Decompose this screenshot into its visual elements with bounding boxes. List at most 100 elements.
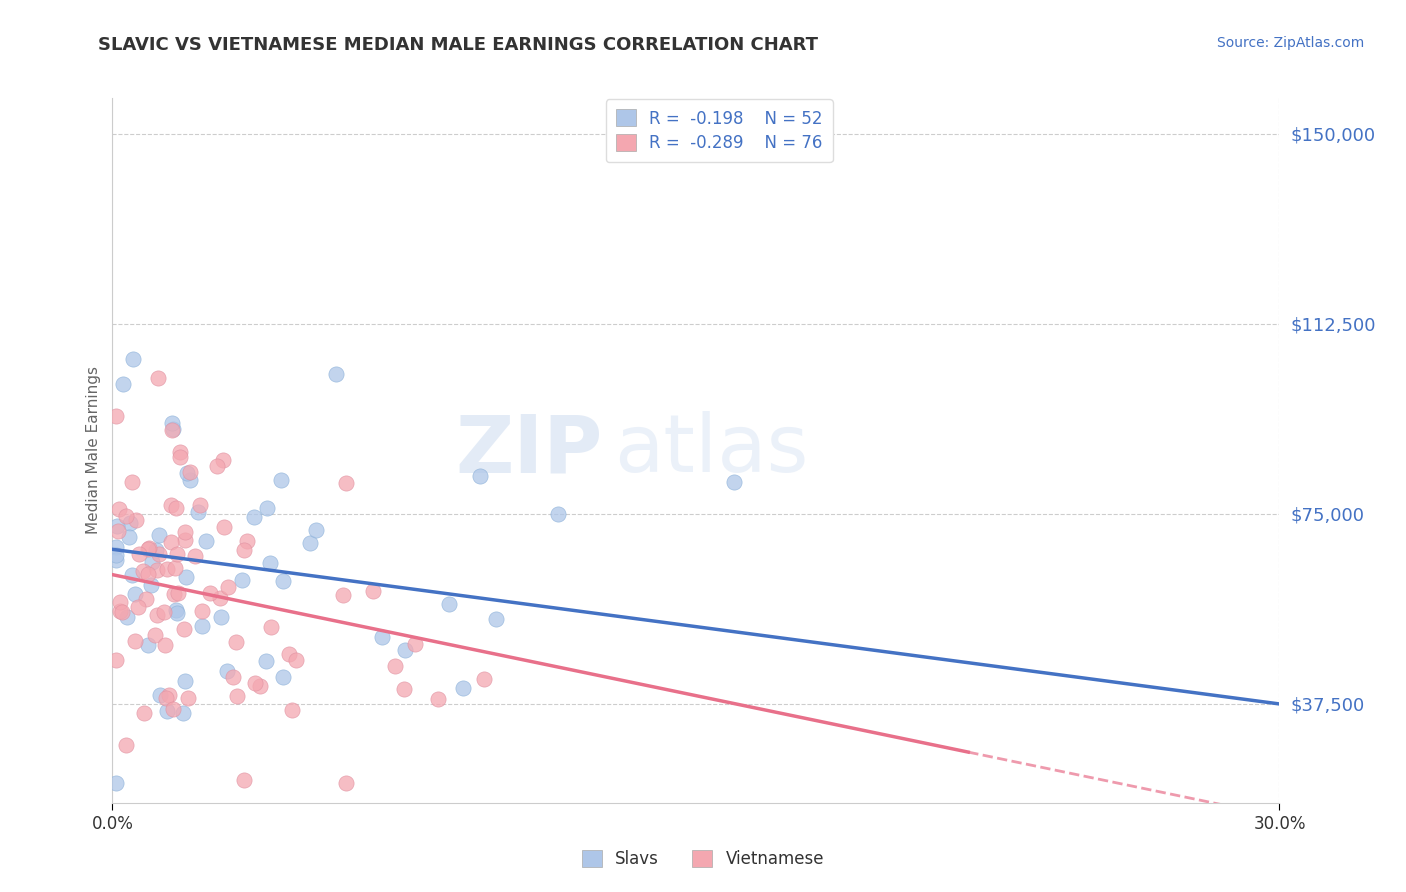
Point bbox=[332, 588, 354, 602]
Point bbox=[138, 567, 160, 582]
Point bbox=[136, 638, 159, 652]
Point bbox=[254, 654, 277, 668]
Point bbox=[162, 423, 184, 437]
Y-axis label: Median Male Earnings: Median Male Earnings bbox=[86, 367, 101, 534]
Point bbox=[125, 513, 148, 527]
Point bbox=[371, 630, 394, 644]
Point bbox=[427, 691, 450, 706]
Point bbox=[121, 475, 143, 490]
Point bbox=[212, 519, 235, 533]
Point bbox=[215, 664, 238, 678]
Point bbox=[190, 619, 212, 633]
Point bbox=[174, 674, 197, 689]
Point bbox=[259, 557, 281, 571]
Point bbox=[141, 578, 163, 592]
Point bbox=[156, 704, 179, 718]
Point bbox=[122, 352, 145, 367]
Point bbox=[284, 653, 307, 667]
Point bbox=[451, 681, 474, 695]
Point bbox=[176, 466, 198, 480]
Point bbox=[249, 679, 271, 693]
Point bbox=[105, 519, 128, 533]
Point bbox=[163, 561, 186, 575]
Text: Source: ZipAtlas.com: Source: ZipAtlas.com bbox=[1216, 36, 1364, 50]
Point bbox=[105, 653, 128, 667]
Point bbox=[217, 580, 239, 594]
Point bbox=[146, 371, 169, 385]
Point bbox=[325, 368, 347, 382]
Text: ZIP: ZIP bbox=[456, 411, 603, 490]
Point bbox=[169, 445, 191, 459]
Point bbox=[270, 473, 292, 487]
Point bbox=[145, 543, 167, 558]
Text: SLAVIC VS VIETNAMESE MEDIAN MALE EARNINGS CORRELATION CHART: SLAVIC VS VIETNAMESE MEDIAN MALE EARNING… bbox=[98, 36, 818, 54]
Point bbox=[108, 604, 131, 618]
Point bbox=[138, 542, 160, 557]
Point bbox=[188, 498, 211, 512]
Point bbox=[105, 540, 128, 554]
Point bbox=[190, 604, 212, 618]
Point bbox=[225, 635, 247, 649]
Point bbox=[547, 508, 569, 522]
Point bbox=[179, 474, 201, 488]
Point bbox=[176, 690, 198, 705]
Point bbox=[174, 570, 197, 584]
Point bbox=[236, 533, 259, 548]
Point bbox=[127, 600, 149, 615]
Point bbox=[472, 672, 495, 686]
Point bbox=[115, 509, 138, 524]
Point bbox=[148, 547, 170, 561]
Point bbox=[404, 637, 426, 651]
Text: atlas: atlas bbox=[614, 411, 808, 490]
Point bbox=[155, 562, 177, 576]
Point bbox=[200, 586, 222, 600]
Point bbox=[271, 574, 294, 589]
Point bbox=[148, 528, 170, 542]
Point bbox=[256, 500, 278, 515]
Point bbox=[167, 586, 190, 600]
Point bbox=[105, 552, 128, 566]
Point bbox=[115, 738, 138, 752]
Point bbox=[107, 524, 129, 538]
Point bbox=[179, 466, 201, 480]
Point bbox=[723, 475, 745, 490]
Point bbox=[231, 573, 253, 587]
Point bbox=[361, 583, 384, 598]
Point bbox=[243, 510, 266, 524]
Point bbox=[260, 620, 283, 634]
Point bbox=[124, 633, 146, 648]
Point bbox=[128, 547, 150, 561]
Point bbox=[162, 702, 184, 716]
Point bbox=[205, 459, 228, 474]
Point bbox=[124, 587, 146, 601]
Point bbox=[165, 501, 187, 516]
Point bbox=[439, 598, 461, 612]
Point bbox=[111, 605, 134, 619]
Point bbox=[208, 591, 231, 605]
Point bbox=[384, 659, 406, 673]
Point bbox=[173, 524, 195, 539]
Point bbox=[233, 773, 256, 788]
Point bbox=[173, 533, 195, 547]
Point bbox=[305, 523, 328, 537]
Point bbox=[155, 691, 177, 706]
Point bbox=[141, 555, 163, 569]
Point bbox=[173, 622, 195, 636]
Point bbox=[166, 606, 188, 620]
Point bbox=[278, 648, 301, 662]
Point bbox=[195, 533, 218, 548]
Point bbox=[184, 549, 207, 563]
Point bbox=[160, 535, 183, 549]
Point bbox=[105, 775, 128, 789]
Point bbox=[153, 605, 176, 619]
Point bbox=[335, 775, 357, 789]
Legend: Slavs, Vietnamese: Slavs, Vietnamese bbox=[575, 843, 831, 875]
Point bbox=[118, 530, 141, 544]
Point bbox=[157, 688, 180, 702]
Point bbox=[143, 628, 166, 642]
Point bbox=[121, 568, 143, 582]
Point bbox=[271, 670, 294, 684]
Point bbox=[280, 703, 302, 717]
Point bbox=[209, 610, 232, 624]
Point bbox=[108, 502, 131, 516]
